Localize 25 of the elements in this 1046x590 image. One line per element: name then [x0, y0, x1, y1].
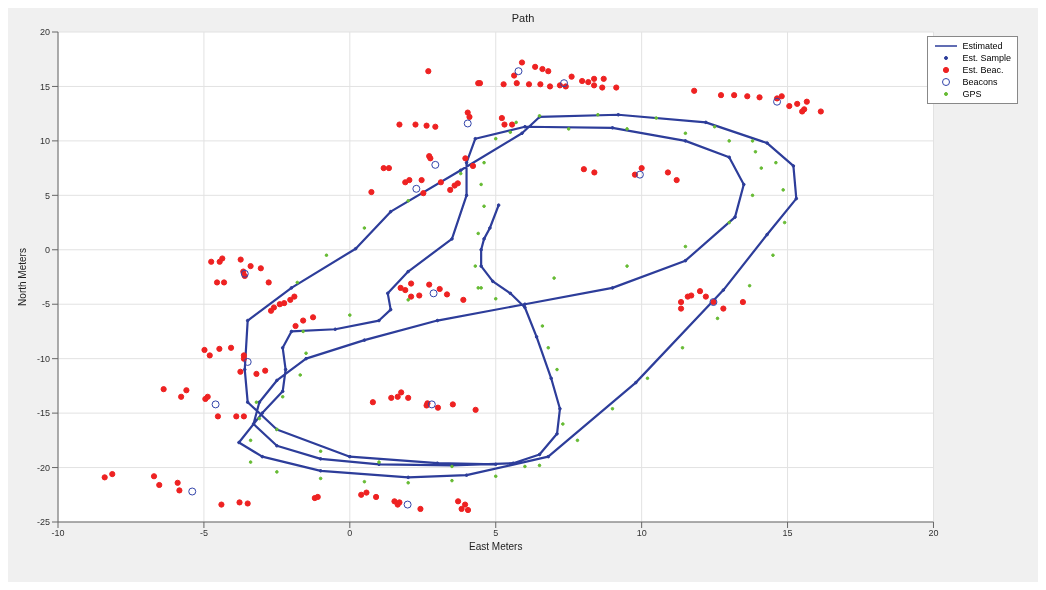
x-tick-label: 20	[928, 528, 939, 539]
y-tick-label: 20	[39, 27, 50, 38]
y-tick-label: 10	[39, 136, 50, 147]
y-tick-label: -10	[36, 353, 50, 364]
y-tick-label: -5	[41, 299, 50, 310]
x-tick-label: -10	[51, 528, 65, 539]
y-axis-title: North Meters	[16, 248, 28, 306]
y-tick-label: -15	[36, 408, 50, 419]
chart-title: Path	[510, 11, 536, 26]
y-tick-label: 15	[39, 81, 50, 92]
y-tick-label: 0	[44, 244, 50, 255]
y-tick-label: -20	[36, 462, 50, 473]
x-axis-title: East Meters	[469, 541, 523, 552]
legend-label: GPS	[962, 89, 982, 99]
y-tick-label: 5	[44, 190, 50, 201]
x-tick-label: 10	[636, 528, 647, 539]
legend-label: Estimated	[962, 41, 1003, 51]
x-tick-label: 0	[347, 528, 353, 539]
x-tick-label: 5	[493, 528, 499, 539]
y-tick-label: -25	[36, 517, 50, 528]
x-tick-label: -5	[199, 528, 208, 539]
legend-label: Est. Sample	[962, 53, 1011, 63]
legend-label: Beacons	[962, 77, 998, 87]
x-tick-label: 15	[782, 528, 793, 539]
legend-label: Est. Beac.	[962, 65, 1004, 75]
